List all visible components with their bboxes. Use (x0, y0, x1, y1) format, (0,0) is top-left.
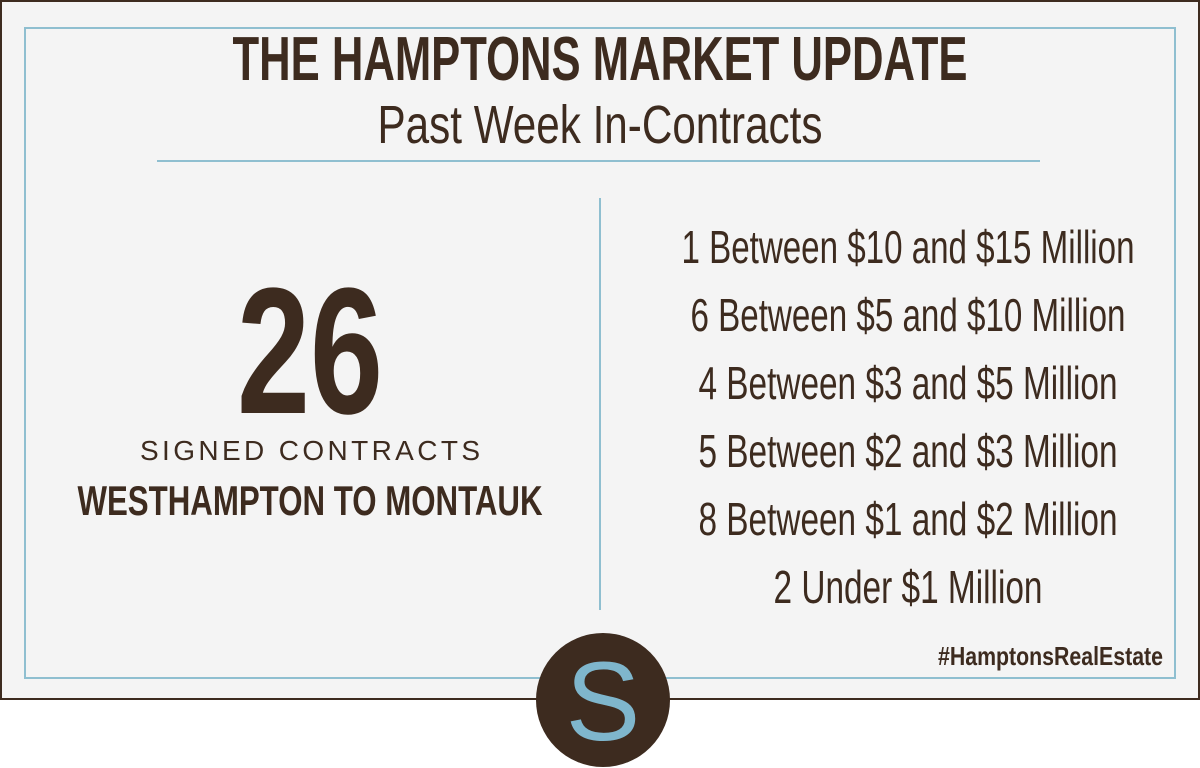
breakdown-item: 1 Between $10 and $15 Million (682, 221, 1135, 273)
breakdown-item: 8 Between $1 and $2 Million (699, 493, 1118, 545)
breakdown-item: 2 Under $1 Million (774, 561, 1043, 613)
contract-count: 26 (237, 251, 383, 452)
logo-circle (536, 633, 670, 767)
breakdown-item: 5 Between $2 and $3 Million (699, 425, 1118, 477)
subtitle: Past Week In-Contracts (378, 95, 823, 155)
logo: S (566, 639, 641, 764)
hashtag: #HamptonsRealEstate (938, 641, 1163, 671)
title: THE HAMPTONS MARKET UPDATE (233, 25, 968, 94)
region: WESTHAMPTON TO MONTAUK (78, 477, 543, 524)
count-label: SIGNED CONTRACTS (140, 435, 480, 466)
breakdown-item: 6 Between $5 and $10 Million (691, 289, 1126, 341)
breakdown-list: 1 Between $10 and $15 Million 6 Between … (682, 221, 1135, 613)
breakdown-item: 4 Between $3 and $5 Million (699, 357, 1118, 409)
